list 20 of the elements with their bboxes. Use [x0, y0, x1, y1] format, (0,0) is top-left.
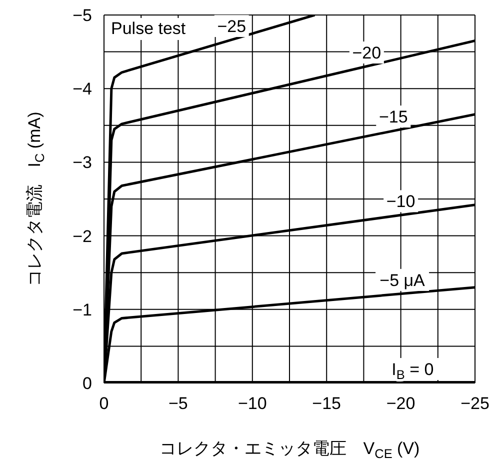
annotation: −10 — [386, 192, 416, 212]
y-tick-label: −2 — [72, 226, 92, 246]
x-tick-label: −5 — [168, 394, 188, 414]
annotation: −25 — [217, 16, 246, 36]
x-tick-label: −25 — [460, 394, 490, 414]
x-tick-label: −15 — [312, 394, 342, 414]
y-tick-label: −3 — [72, 153, 92, 172]
x-axis-title: コレクタ・エミッタ電圧 V$_{CE}$ (V) — [159, 439, 420, 461]
y-tick-label: −4 — [72, 80, 92, 99]
x-tick-label: −20 — [386, 394, 416, 414]
annotation: I$_{B}$ = 0 — [392, 360, 434, 382]
y-tick-label: 0 — [82, 374, 92, 394]
annotation: −15 — [378, 108, 408, 126]
y-tick-label: −1 — [72, 300, 92, 320]
y-tick-label: −5 — [72, 6, 92, 26]
x-tick-label: −10 — [238, 394, 267, 414]
annotation: −20 — [352, 43, 382, 62]
annotation: Pulse test — [108, 18, 189, 40]
x-tick-label: 0 — [99, 394, 109, 414]
annotation: −5 μA — [380, 270, 426, 290]
